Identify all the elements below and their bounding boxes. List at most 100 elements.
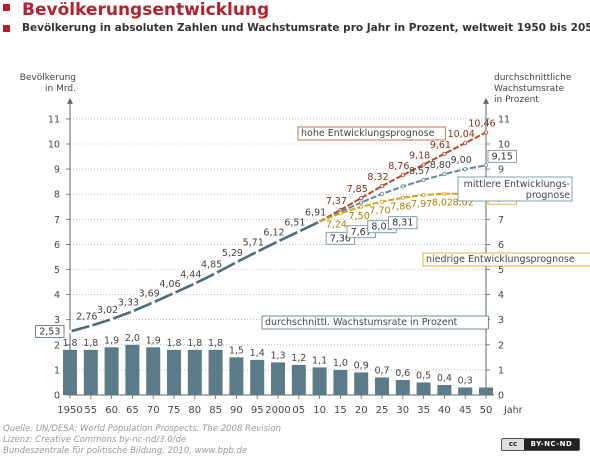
y-axis-label-left: Bevölkerung — [20, 73, 76, 83]
x-tick-label: 70 — [147, 405, 160, 416]
y-tick-left: 2 — [54, 340, 60, 351]
growth-rate-label: 0,3 — [458, 375, 473, 386]
projection-point — [442, 191, 447, 196]
legend-low-box — [422, 252, 590, 267]
projection-label: 8,80 — [430, 160, 451, 171]
y-tick-right: 10 — [498, 140, 510, 151]
growth-rate-label: 1,1 — [312, 355, 327, 366]
source-credit: Quelle: UN/DESA: World Population Prospe… — [3, 424, 281, 434]
x-tick-label: 35 — [417, 405, 430, 416]
growth-rate-bar — [291, 364, 306, 395]
x-tick-label: 85 — [209, 405, 222, 416]
growth-rate-label: 0,5 — [416, 370, 431, 381]
growth-rate-bar — [63, 349, 77, 395]
historical-point — [193, 281, 197, 286]
x-tick-label: 90 — [230, 405, 243, 416]
projection-point — [359, 200, 364, 205]
historical-label-box — [35, 325, 65, 338]
historical-point — [297, 229, 301, 234]
x-tick-label: 25 — [376, 405, 389, 416]
historical-point — [234, 260, 239, 265]
projection-point — [338, 211, 343, 216]
growth-rate-label: 0,6 — [395, 368, 410, 379]
growth-rate-label: 1,5 — [229, 345, 244, 356]
projection-label: 9,18 — [409, 151, 430, 162]
projection-point — [421, 162, 426, 167]
y-tick-right: 9 — [498, 165, 504, 176]
growth-rate-label: 2,0 — [125, 333, 140, 344]
historical-point — [213, 271, 218, 276]
projection-label: 9,00 — [451, 155, 472, 166]
projection-label: 9,61 — [430, 140, 451, 151]
projection-point — [359, 195, 364, 200]
growth-rate-bar — [458, 387, 473, 395]
historical-label: 2,53 — [39, 326, 60, 337]
x-tick-label: 75 — [168, 405, 181, 416]
projection-point — [421, 192, 426, 197]
historical-label: 6,12 — [263, 227, 284, 238]
growth-rate-bar — [146, 347, 161, 395]
projection-label: 10,46 — [468, 118, 495, 129]
chart-subtitle: Bevölkerung in absoluten Zahlen und Wach… — [22, 22, 590, 34]
y-axis-label-right: in Prozent — [494, 95, 539, 105]
historical-label: 3,02 — [97, 305, 118, 316]
projection-point — [400, 184, 405, 189]
growth-rate-label: 1,9 — [104, 335, 119, 346]
x-tick-label: 95 — [251, 405, 264, 416]
projection-label: 7,37 — [326, 196, 347, 207]
cc-license-badge[interactable]: cc BY-NC-ND — [501, 438, 580, 451]
legend-mid-line1: mittlere Entwicklungs- — [464, 179, 570, 190]
projection-point — [463, 140, 468, 145]
growth-rate-bar — [416, 382, 431, 395]
legend-low: niedrige Entwicklungsprognose — [426, 254, 575, 265]
growth-rate-label: 1,8 — [187, 338, 202, 349]
historical-point — [255, 249, 259, 254]
historical-point — [109, 317, 114, 321]
growth-rate-bar — [354, 372, 369, 395]
y-tick-left: 10 — [48, 140, 60, 151]
historical-point — [89, 323, 93, 328]
projection-label: 7,85 — [347, 184, 368, 195]
projection-point — [379, 191, 384, 196]
x-tick-label: 1950 — [57, 405, 82, 416]
projection-label: 8,76 — [388, 161, 409, 172]
y-tick-left: 3 — [54, 315, 60, 326]
x-tick-label: 60 — [105, 405, 118, 416]
projection-label: 8,02 — [432, 198, 453, 209]
x-tick-label: 40 — [438, 405, 451, 416]
historical-point — [151, 300, 155, 305]
x-tick-label: 2000 — [265, 405, 290, 416]
y-tick-right: 2 — [498, 340, 504, 351]
y-tick-left: 11 — [48, 114, 60, 125]
projection-label-box — [487, 149, 517, 163]
historical-label: 4,44 — [180, 270, 201, 281]
historical-label: 4,06 — [159, 279, 180, 290]
population-chart: 0011223344556677889910101111Bevölkerungi… — [20, 73, 590, 416]
y-tick-right: 11 — [498, 114, 510, 125]
growth-rate-bar — [208, 349, 223, 395]
growth-rate-label: 1,8 — [62, 338, 77, 349]
cc-icon: cc — [502, 439, 524, 450]
growth-rate-label: 0,7 — [374, 365, 389, 376]
projection-label: 8,31 — [392, 218, 413, 229]
y-tick-left: 6 — [54, 240, 60, 251]
projection-point — [442, 151, 447, 156]
x-axis-label: Jahr — [503, 405, 523, 416]
x-tick-label: 30 — [396, 405, 409, 416]
projection-point — [442, 172, 447, 177]
historical-label: 6,51 — [284, 218, 305, 229]
growth-rate-bar — [187, 349, 202, 395]
projection-label: 10,04 — [448, 129, 475, 140]
historical-label: 5,71 — [243, 238, 264, 249]
y-axis-label-right: durchschnittliche — [494, 73, 572, 83]
growth-rate-bar — [395, 379, 410, 395]
historical-point — [130, 309, 135, 314]
growth-rate-bar — [333, 369, 348, 395]
projection-point — [359, 204, 364, 209]
license-credit: Lizenz: Creative Commons by-nc-nd/3.0/de — [3, 435, 187, 445]
growth-rate-label: 1,2 — [291, 353, 306, 364]
growth-rate-bar — [83, 349, 98, 395]
title-marker — [3, 4, 10, 11]
projection-point — [483, 163, 488, 168]
y-axis-label-right: Wachstumsrate — [494, 84, 565, 94]
